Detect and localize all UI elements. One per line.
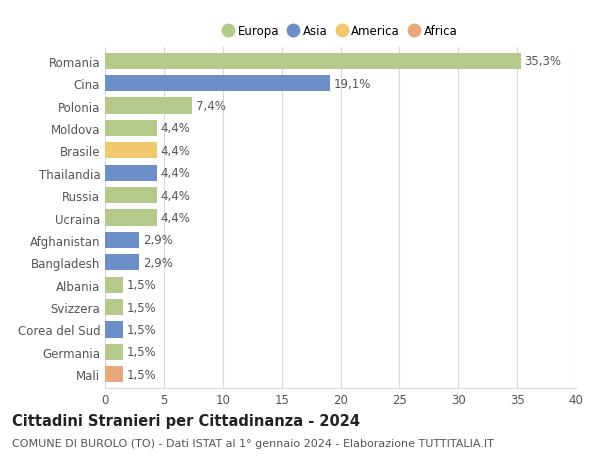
Bar — [105, 255, 139, 271]
Text: 1,5%: 1,5% — [126, 346, 156, 358]
Text: 1,5%: 1,5% — [126, 301, 156, 314]
Bar — [105, 366, 122, 382]
Legend: Europa, Asia, America, Africa: Europa, Asia, America, Africa — [219, 20, 462, 43]
Text: 4,4%: 4,4% — [160, 189, 190, 202]
Bar — [105, 121, 157, 137]
Text: Cittadini Stranieri per Cittadinanza - 2024: Cittadini Stranieri per Cittadinanza - 2… — [12, 413, 360, 428]
Bar — [105, 76, 330, 92]
Text: 4,4%: 4,4% — [160, 145, 190, 157]
Bar — [105, 188, 157, 204]
Text: 7,4%: 7,4% — [196, 100, 226, 113]
Bar — [105, 165, 157, 181]
Text: 35,3%: 35,3% — [524, 55, 561, 68]
Bar — [105, 322, 122, 338]
Bar — [105, 143, 157, 159]
Bar — [105, 344, 122, 360]
Bar — [105, 277, 122, 293]
Bar — [105, 299, 122, 315]
Text: 2,9%: 2,9% — [143, 256, 173, 269]
Text: 1,5%: 1,5% — [126, 323, 156, 336]
Bar — [105, 210, 157, 226]
Text: 1,5%: 1,5% — [126, 368, 156, 381]
Text: 4,4%: 4,4% — [160, 167, 190, 180]
Text: 1,5%: 1,5% — [126, 279, 156, 291]
Bar — [105, 232, 139, 248]
Bar — [105, 98, 192, 114]
Text: COMUNE DI BUROLO (TO) - Dati ISTAT al 1° gennaio 2024 - Elaborazione TUTTITALIA.: COMUNE DI BUROLO (TO) - Dati ISTAT al 1°… — [12, 438, 494, 448]
Text: 19,1%: 19,1% — [334, 78, 371, 90]
Bar — [105, 54, 521, 70]
Text: 4,4%: 4,4% — [160, 122, 190, 135]
Text: 2,9%: 2,9% — [143, 234, 173, 247]
Text: 4,4%: 4,4% — [160, 212, 190, 224]
